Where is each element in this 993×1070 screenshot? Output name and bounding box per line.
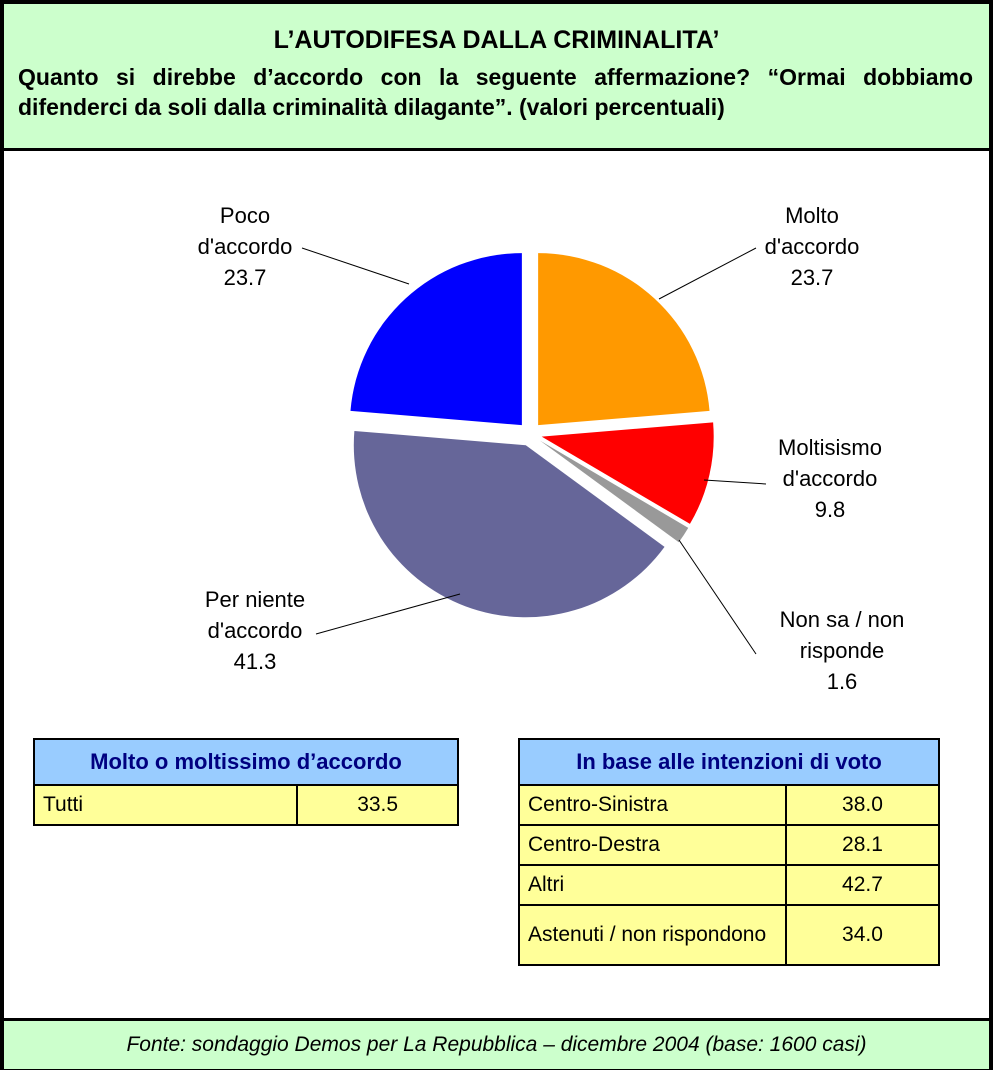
slice-label: Per niente d'accordo 41.3 <box>185 584 325 677</box>
slice-label: Poco d'accordo 23.7 <box>185 200 305 293</box>
leader-line <box>703 479 767 485</box>
category-label: Non sa / non risponde <box>779 607 905 663</box>
slice-label: Molto d'accordo 23.7 <box>752 200 872 293</box>
value-label: 41.3 <box>233 649 277 674</box>
category-label: Moltisismo d'accordo <box>778 435 882 491</box>
pie-slice <box>350 253 522 426</box>
table-label: Tutti <box>32 784 299 826</box>
table-row: Altri 42.7 <box>518 864 941 906</box>
slice-label: Non sa / non risponde 1.6 <box>757 604 927 697</box>
table-header-row: Molto o moltissimo d’accordo <box>33 738 459 786</box>
chart-subtitle: Quanto si direbbe d’accordo con la segue… <box>18 64 973 120</box>
leader-line <box>315 593 461 635</box>
value-label: 23.7 <box>223 265 267 290</box>
table-row: Centro-Sinistra 38.0 <box>518 784 941 826</box>
pie-slice <box>540 440 689 543</box>
value-label: 9.8 <box>814 497 846 522</box>
data-table: Molto o moltissimo d’accordo Tutti 33.5 <box>32 738 459 826</box>
leader-line <box>301 247 410 285</box>
table-value: 33.5 <box>296 784 459 826</box>
category-label: Per niente d'accordo <box>204 587 306 643</box>
table-header-row: In base alle intenzioni di voto <box>518 738 940 786</box>
footer: Fonte: sondaggio Demos per La Repubblica… <box>4 1018 989 1069</box>
table-row: Centro-Destra 28.1 <box>518 824 941 866</box>
value-label: 1.6 <box>826 669 858 694</box>
pie-chart <box>301 247 767 655</box>
source-note: Fonte: sondaggio Demos per La Repubblica… <box>126 1033 867 1056</box>
table-value: 42.7 <box>784 864 941 906</box>
table-header: Molto o moltissimo d’accordo <box>33 738 459 786</box>
header: L’AUTODIFESA DALLA CRIMINALITA’ Quanto s… <box>4 4 989 151</box>
value-label: 23.7 <box>790 265 834 290</box>
pie-slice <box>541 422 714 524</box>
data-table: In base alle intenzioni di voto Centro-Si… <box>518 738 941 966</box>
table-label: Centro-Destra <box>518 824 787 866</box>
chart-title: L’AUTODIFESA DALLA CRIMINALITA’ <box>273 26 720 54</box>
category-label: Molto d'accordo <box>764 203 860 259</box>
table-value: 38.0 <box>784 784 941 826</box>
table-row: Tutti 33.5 <box>32 784 459 826</box>
table-label: Altri <box>518 864 787 906</box>
slice-label: Moltisismo d'accordo 9.8 <box>760 432 900 525</box>
table-label: Centro-Sinistra <box>518 784 787 826</box>
table-header: In base alle intenzioni di voto <box>518 738 940 786</box>
table-row: Astenuti / non rispondono 34.0 <box>518 904 941 966</box>
pie-slice <box>353 430 665 618</box>
pie-slice <box>538 253 710 426</box>
table-label: Astenuti / non rispondono <box>518 904 787 966</box>
category-label: Poco d'accordo <box>197 203 293 259</box>
leader-line <box>658 247 757 300</box>
table-value: 34.0 <box>784 904 941 966</box>
leader-line <box>678 539 757 655</box>
table-value: 28.1 <box>784 824 941 866</box>
